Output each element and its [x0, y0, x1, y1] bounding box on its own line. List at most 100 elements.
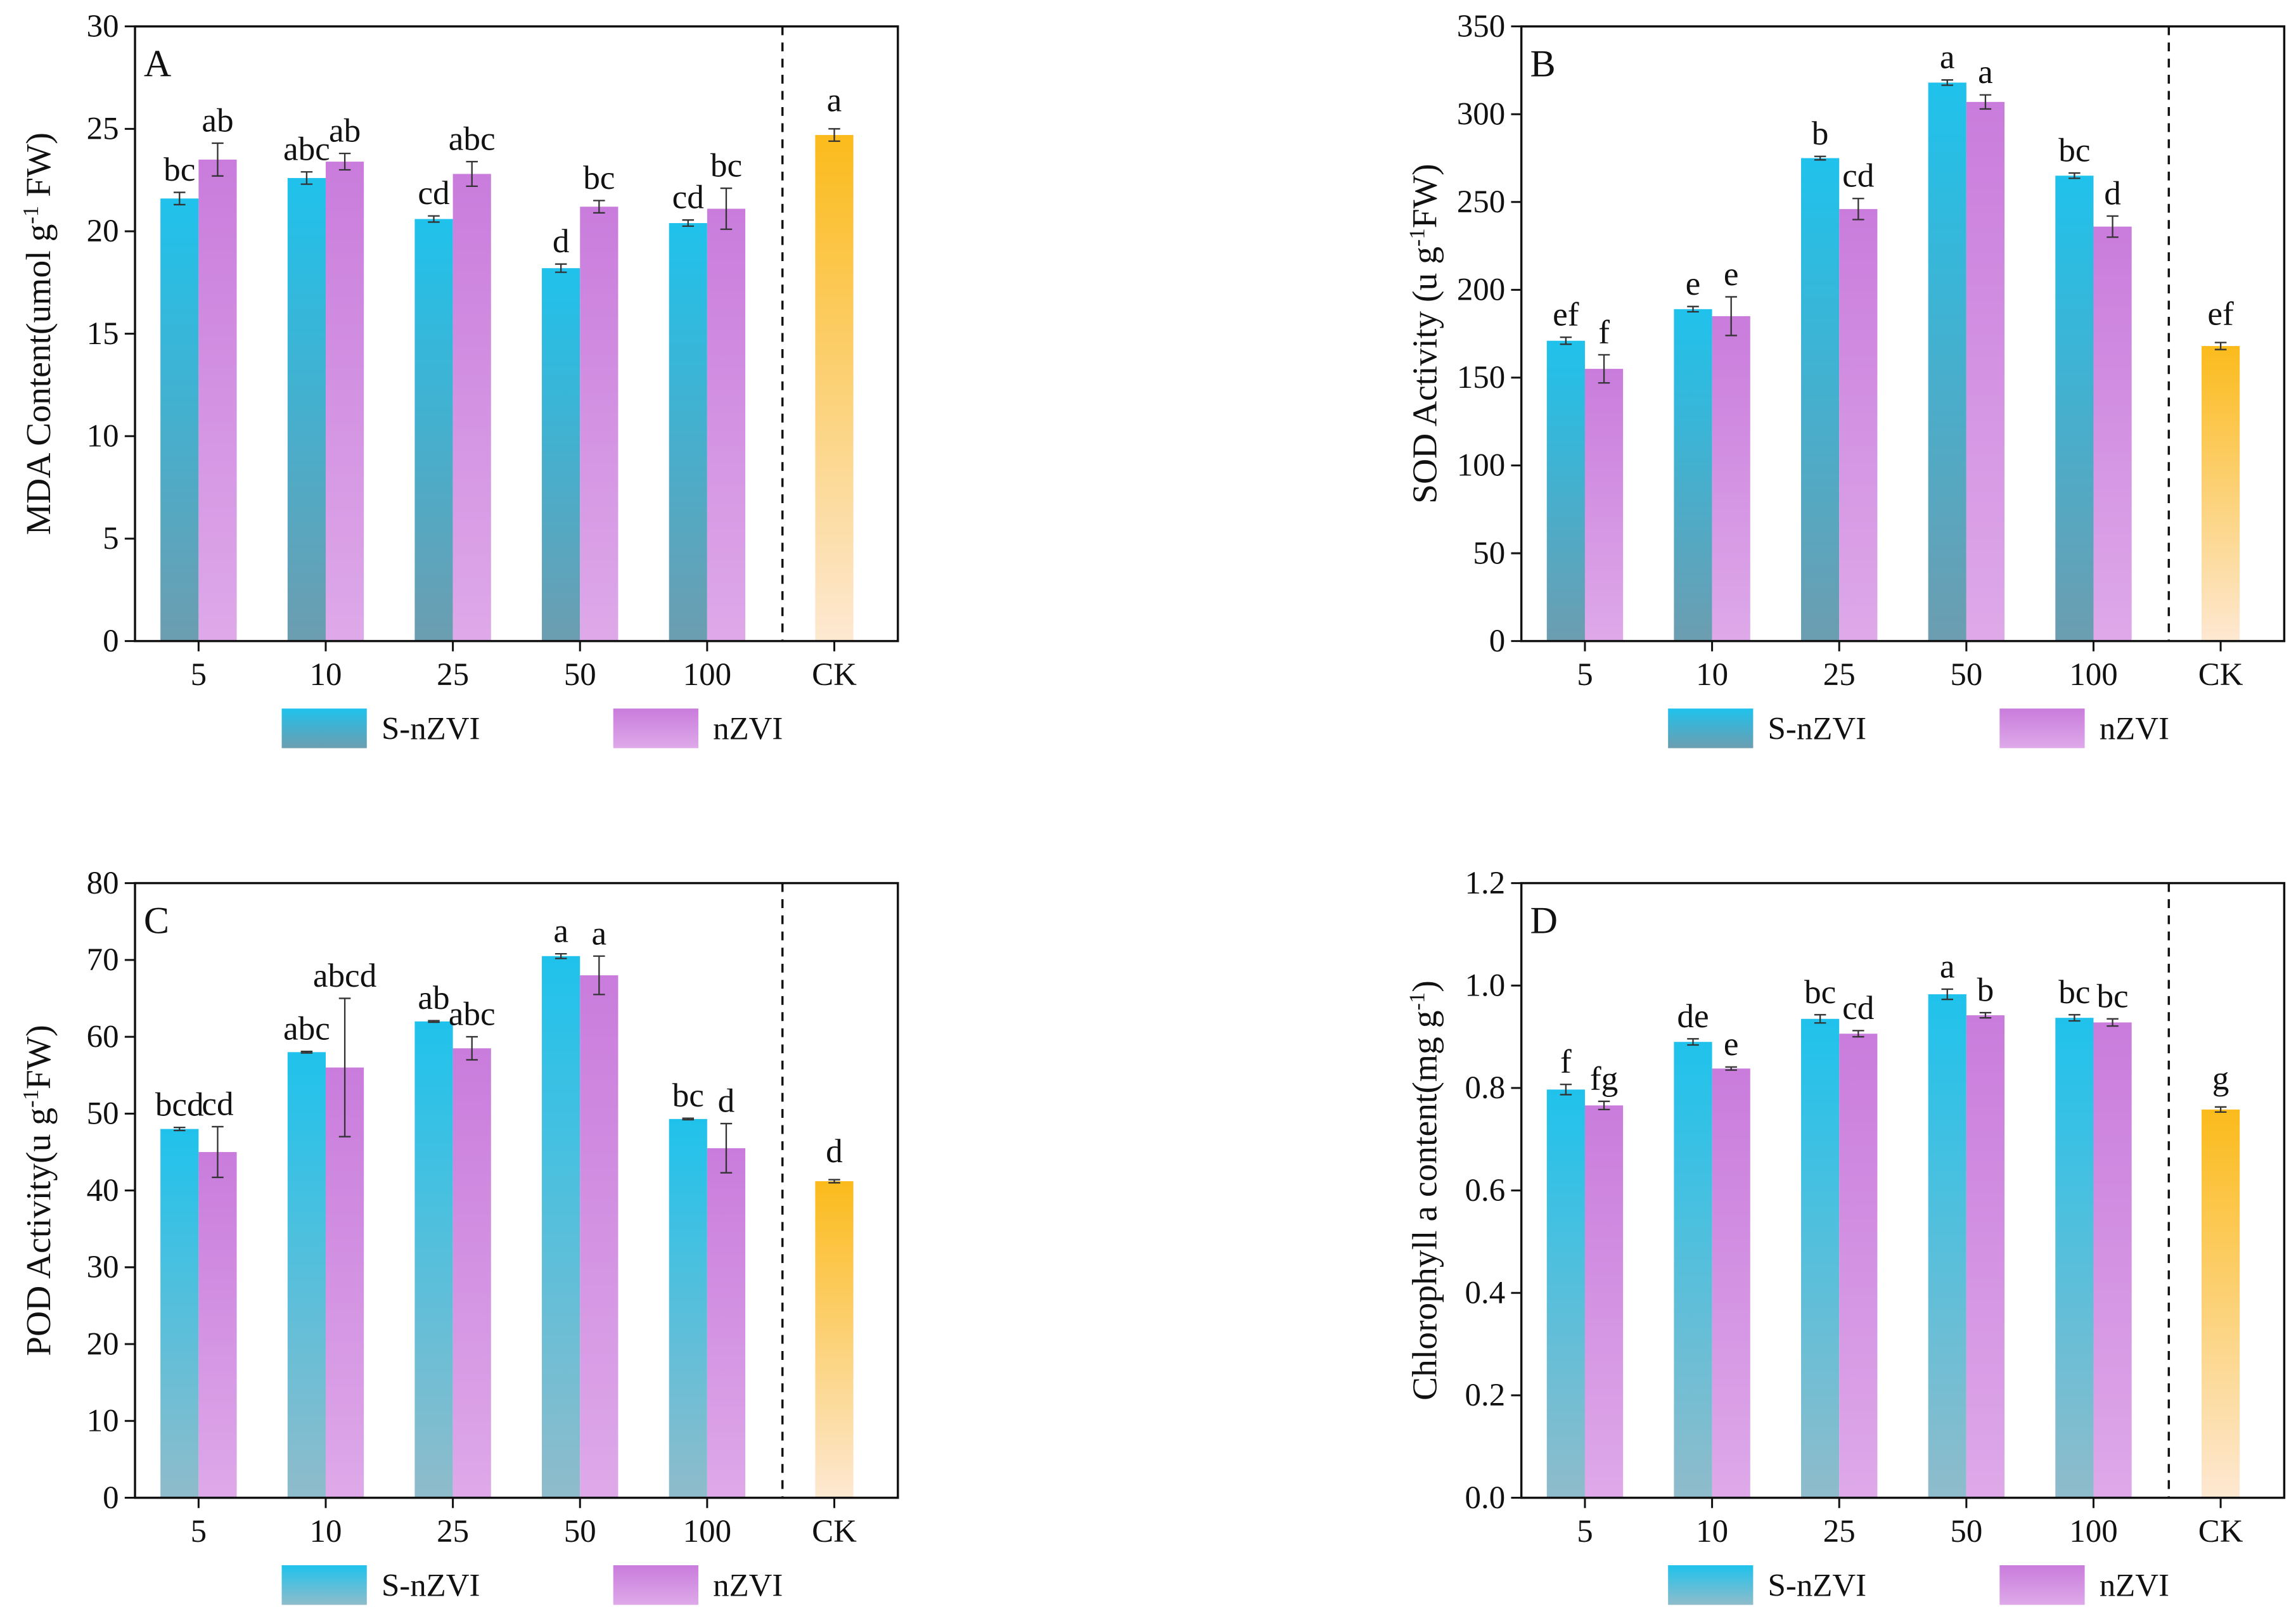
bar: [707, 1148, 746, 1498]
significance-letter: f: [1598, 313, 1610, 350]
bar: [1546, 340, 1585, 641]
x-tick-label: 10: [1696, 1514, 1728, 1549]
significance-letter: d: [826, 1132, 843, 1170]
error-bar: [300, 171, 313, 185]
plot-frame: [1520, 881, 2286, 1499]
error-bar: [212, 1125, 224, 1179]
bar: [1674, 309, 1712, 641]
y-tick-label: 0.0: [1465, 1480, 1506, 1516]
significance-letter: cd: [418, 174, 449, 212]
error-bar: [338, 152, 351, 171]
significance-letter: bcd: [155, 1086, 204, 1124]
y-axis-label-part: -1: [18, 1089, 42, 1108]
error-bar: [1814, 155, 1826, 161]
significance-letter: abcd: [313, 957, 376, 994]
error-bar: [720, 1122, 733, 1174]
x-tick-label: CK: [2198, 657, 2243, 693]
bar: [1712, 316, 1750, 641]
y-tick-label: 0: [103, 1480, 119, 1516]
significance-letter: fg: [1590, 1060, 1618, 1097]
error-bar: [1598, 354, 1610, 384]
error-bar: [682, 219, 695, 227]
error-bar: [2107, 215, 2119, 238]
bar: [325, 162, 364, 641]
x-tick-label: 100: [683, 657, 731, 693]
significance-letter: de: [1677, 997, 1709, 1035]
error-bar: [2214, 342, 2227, 350]
y-tick-label: 250: [1457, 184, 1505, 220]
error-bar: [2214, 1106, 2227, 1113]
y-tick-label: 0.8: [1465, 1070, 1506, 1106]
y-tick-label: 100: [1457, 448, 1505, 484]
y-axis-label-part: -1: [1404, 228, 1429, 247]
x-tick-label: 25: [437, 1514, 469, 1549]
bar: [580, 975, 619, 1498]
x-tick-label: 10: [1696, 657, 1728, 693]
panel-label: A: [144, 42, 172, 85]
bar: [198, 1151, 237, 1498]
y-tick-label: 10: [87, 419, 119, 454]
y-tick-label: 20: [87, 1326, 119, 1362]
legend-label: nZVI: [713, 712, 783, 747]
y-tick-label: 150: [1457, 360, 1505, 395]
significance-letter: cd: [202, 1085, 233, 1122]
significance-letter: b: [1812, 115, 1829, 152]
x-tick-label: 100: [2069, 657, 2117, 693]
legend-swatch: [1999, 1565, 2085, 1605]
error-bar: [1852, 1030, 1864, 1038]
bar: [669, 1118, 707, 1498]
x-tick-label: 50: [564, 1514, 596, 1549]
error-bar: [1560, 1084, 1572, 1096]
significance-letter: bc: [2058, 132, 2090, 169]
y-tick-label: 0: [103, 624, 119, 659]
bar: [815, 1181, 854, 1498]
y-tick-label: 25: [87, 112, 119, 147]
significance-letter: d: [553, 222, 570, 260]
error-bar: [828, 1179, 840, 1184]
bar: [1674, 1042, 1712, 1498]
x-tick-label: 100: [683, 1514, 731, 1549]
legend-swatch: [281, 1565, 367, 1605]
error-bar: [300, 1050, 313, 1054]
y-axis-label-part: Chlorophyll a content(mg g: [1405, 1011, 1444, 1401]
legend-label: nZVI: [713, 1568, 783, 1604]
significance-letter: cd: [1842, 157, 1874, 195]
error-bar: [828, 128, 840, 142]
x-tick-label: 5: [191, 657, 207, 693]
bar: [452, 174, 491, 641]
error-bar: [212, 142, 224, 177]
y-axis-label-part: ): [1405, 980, 1444, 992]
x-tick-label: 100: [2069, 1514, 2117, 1549]
bar: [198, 159, 237, 641]
panel-label: D: [1530, 899, 1558, 942]
plot-frame: [134, 25, 899, 643]
legend-swatch: [1668, 1565, 1754, 1605]
bar: [1584, 1105, 1624, 1498]
significance-letter: ef: [2207, 295, 2234, 333]
bar: [542, 268, 580, 641]
significance-letter: bc: [2058, 973, 2090, 1011]
significance-letter: abc: [283, 131, 330, 168]
x-tick-label: 5: [1577, 657, 1593, 693]
error-bar: [173, 191, 186, 206]
bar: [1839, 208, 1878, 641]
error-bar: [555, 263, 567, 273]
significance-letter: bc: [164, 151, 195, 188]
significance-letter: bc: [710, 147, 742, 184]
error-bar: [1687, 1038, 1699, 1046]
bar: [1801, 1018, 1840, 1498]
bar: [1839, 1034, 1878, 1498]
significance-letter: bc: [1804, 973, 1836, 1011]
error-bar: [2068, 1014, 2081, 1022]
error-bar: [1941, 79, 1954, 86]
bar: [1712, 1068, 1750, 1498]
y-tick-label: 15: [87, 316, 119, 352]
y-axis-label: POD Activity(u g-1FW): [18, 1025, 58, 1356]
plot-frame: [1520, 25, 2286, 643]
x-tick-label: CK: [812, 1514, 857, 1549]
error-bar: [338, 997, 351, 1137]
error-bar: [466, 160, 478, 188]
legend-label: S-nZVI: [1768, 712, 1867, 747]
y-tick-label: 60: [87, 1019, 119, 1054]
